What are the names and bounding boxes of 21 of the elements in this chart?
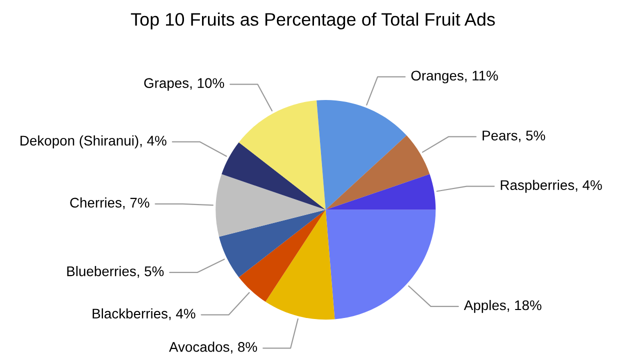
slice-label: Pears, 5%	[482, 130, 546, 142]
slice-label: Raspberries, 4%	[500, 180, 602, 193]
pie-slice	[222, 142, 326, 210]
pie-slice	[238, 210, 326, 302]
slice-label: Oranges, 11%	[411, 70, 498, 84]
slice-label: Apples, 18%	[464, 300, 542, 313]
pie-slice	[326, 135, 430, 210]
slice-label: Blackberries, 4%	[92, 308, 196, 320]
slice-label: Cherries, 7%	[70, 197, 150, 210]
pie-slice	[316, 100, 407, 210]
slice-label: Blueberries, 5%	[67, 266, 164, 278]
slice-label: Dekopon (Shiranui), 4%	[20, 135, 166, 148]
pie-slice	[219, 210, 326, 278]
pie-slice	[238, 100, 326, 210]
pie-slice	[265, 210, 335, 320]
slice-label: Avocados, 8%	[169, 342, 258, 354]
chart-title: Top 10 Fruits as Percentage of Total Fruit Ads	[130, 12, 495, 30]
slice-label: Grapes, 10%	[144, 78, 224, 91]
pie-slice	[216, 174, 326, 237]
pie-slice	[326, 210, 436, 320]
pie-slice	[326, 174, 436, 210]
